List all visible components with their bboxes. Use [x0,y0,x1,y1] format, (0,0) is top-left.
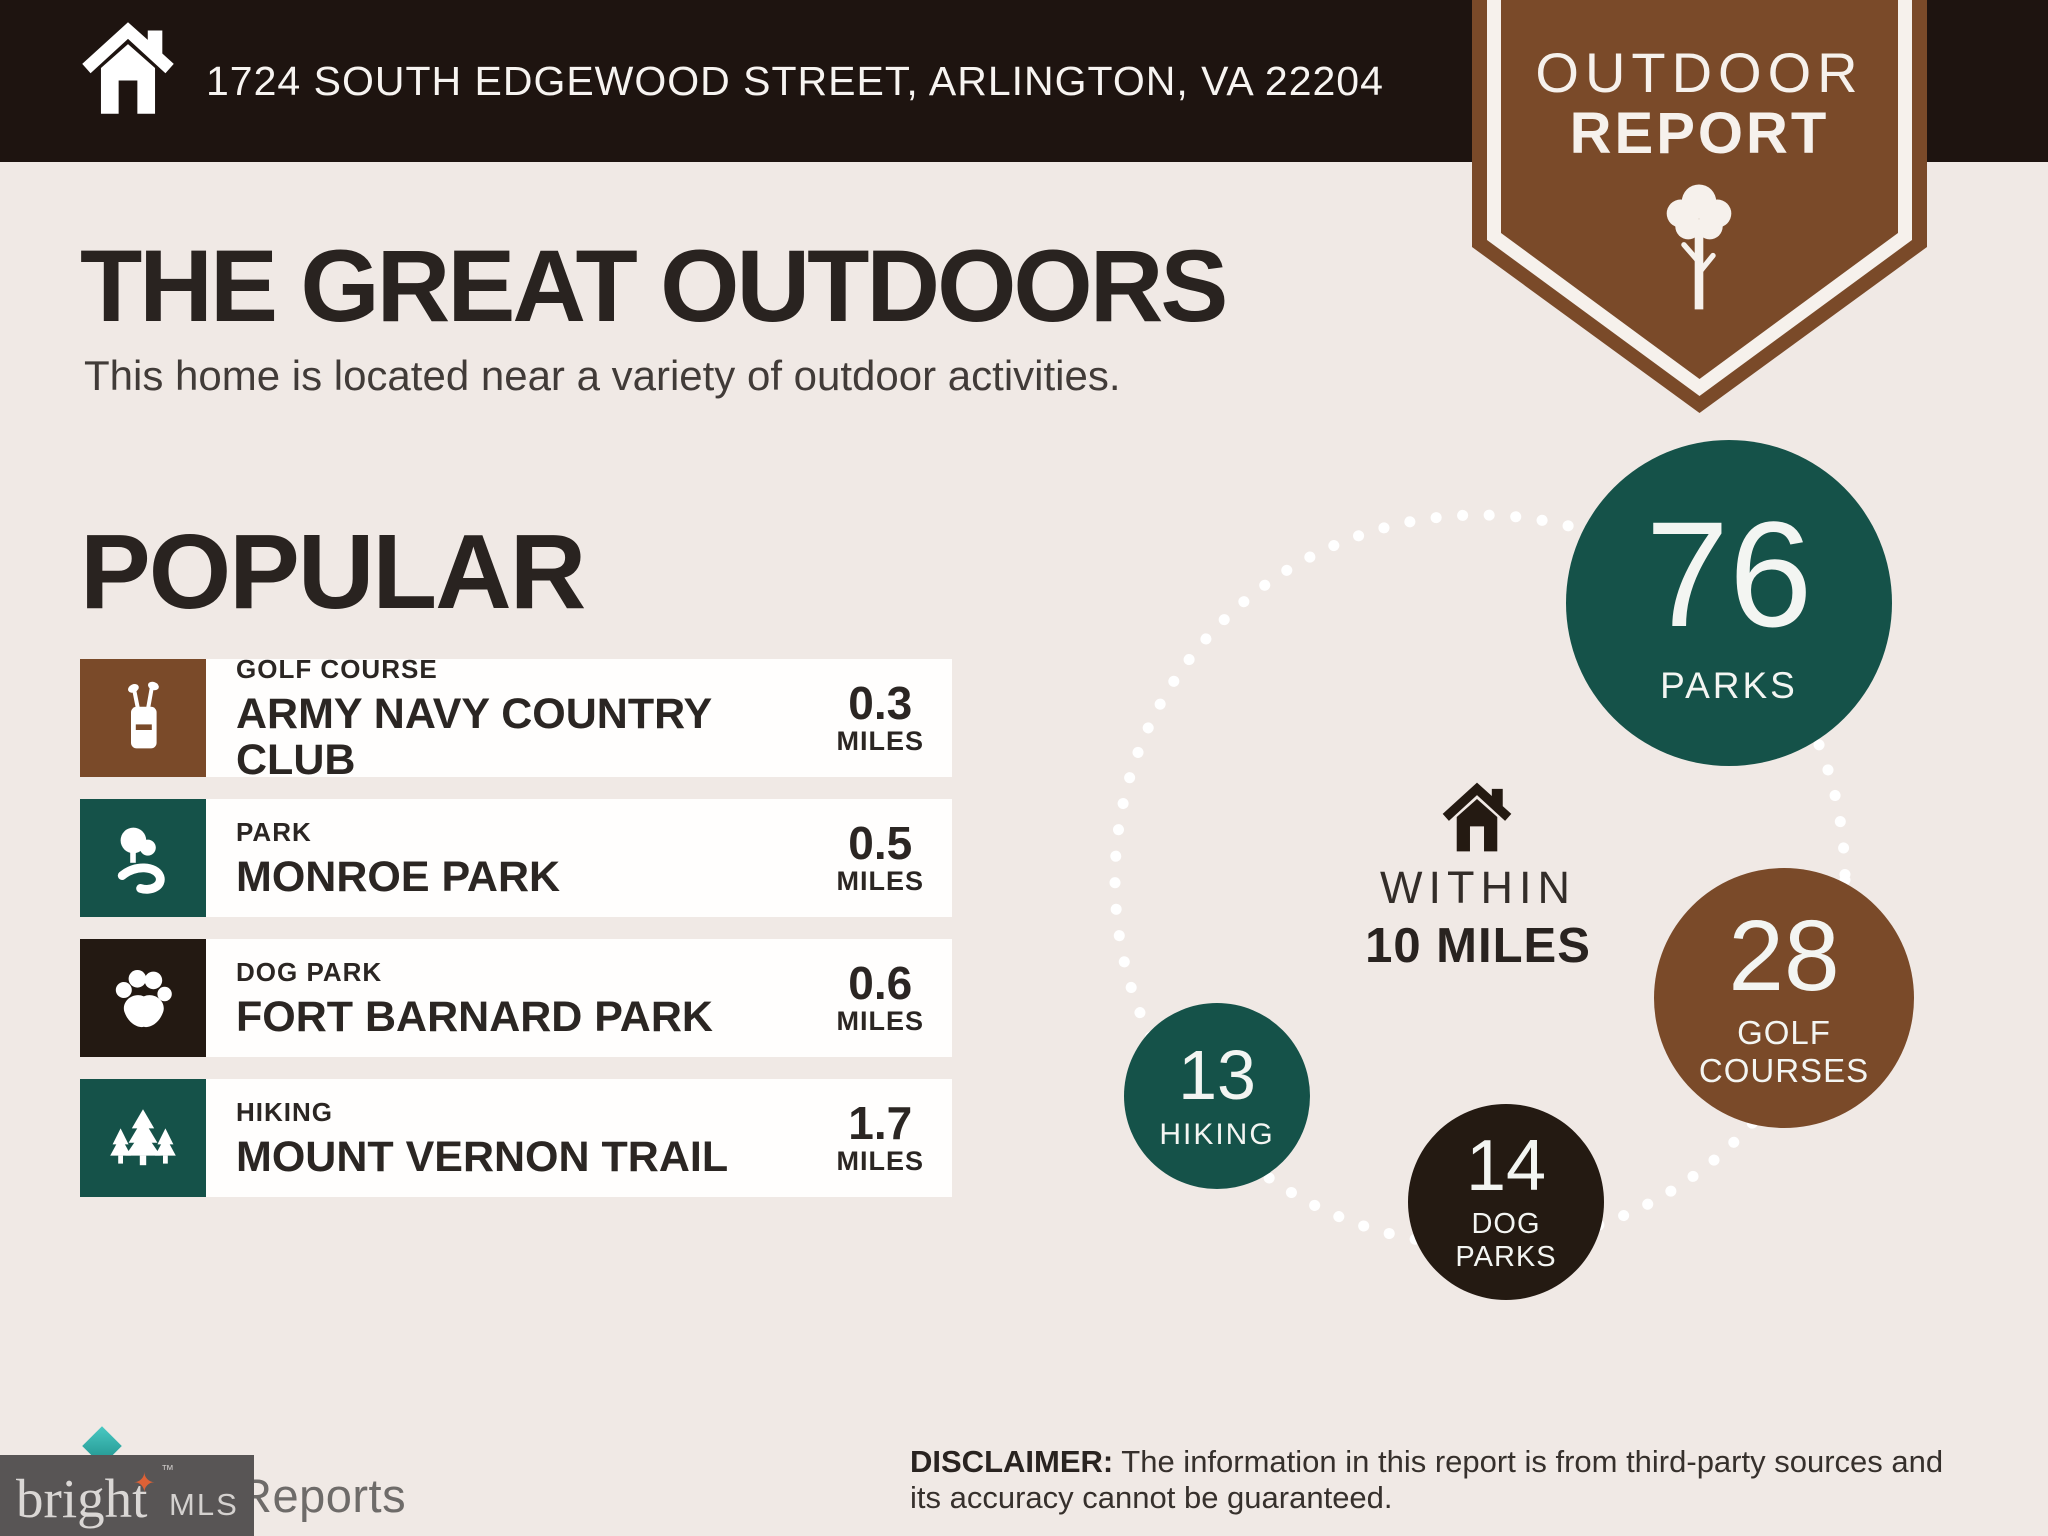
bright-wordmark: bright [16,1468,148,1529]
poi-distance: 0.6 MILES [836,960,952,1037]
distance-value: 0.6 [848,956,913,1009]
poi-category: DOG PARK [236,956,383,987]
property-address: 1724 SOUTH EDGEWOOD STREET, ARLINGTON, V… [206,57,1384,104]
distance-unit: MILES [836,865,924,896]
golf-label: GOLF COURSES [1699,1014,1869,1090]
poi-distance: 0.5 MILES [836,820,952,897]
bright-star-icon: ✦ [133,1468,156,1498]
badge-title-line1: OUTDOOR [1535,41,1864,104]
list-item-dog-park: DOG PARK FORT BARNARD PARK 0.6 MILES [80,939,952,1057]
distance-value: 0.5 [848,816,913,869]
house-icon [82,22,174,114]
golf-label-line2: COURSES [1698,1052,1870,1089]
poi-name: ARMY NAVY COUNTRY CLUB [236,689,712,778]
parks-count: 76 [1645,490,1813,658]
mls-wordmark: MLS [169,1487,239,1522]
poi-name: MOUNT VERNON TRAIL [236,1132,729,1181]
disclaimer-text: DISCLAIMER: The information in this repo… [910,1444,1980,1516]
disclaimer-label: DISCLAIMER: [910,1444,1114,1479]
poi-category: PARK [236,816,312,847]
parks-label: PARKS [1660,665,1798,706]
hiking-label: HIKING [1159,1118,1275,1151]
poi-text: GOLF COURSE ARMY NAVY COUNTRY CLUB [236,659,836,777]
bright-mls-logo: bright ✦ ™ MLS [0,1455,254,1536]
tree-icon [1666,184,1732,310]
dog-label-line2: PARKS [1455,1241,1557,1273]
poi-category: GOLF COURSE [236,659,438,684]
poi-text: PARK MONROE PARK [236,817,836,900]
park-tree-icon [80,799,206,917]
dog-parks-label: DOG PARKS [1455,1208,1556,1274]
popular-heading: POPULAR [80,513,586,631]
poi-name: FORT BARNARD PARK [236,992,713,1041]
stat-circle-hiking: 13 HIKING [1124,1003,1310,1189]
hiking-count: 13 [1178,1036,1256,1114]
list-item-park: PARK MONROE PARK 0.5 MILES [80,799,952,917]
dotted-radius-ring [1109,509,1851,1251]
dog-parks-count: 14 [1465,1126,1547,1206]
distance-value: 0.3 [848,676,913,729]
list-item-hiking: HIKING MOUNT VERNON TRAIL 1.7 MILES [80,1079,952,1197]
page-title: THE GREAT OUTDOORS [80,229,1228,343]
reports-logo-text: Reports [238,1469,407,1522]
home-location-icon [1442,782,1512,852]
distance-value: 1.7 [848,1096,913,1149]
within-radius-label: WITHIN 10 MILES [1317,862,1639,974]
golf-bag-icon [80,659,206,777]
within-distance: 10 MILES [1365,919,1591,973]
outdoor-report-badge: OUTDOOR REPORT [1472,0,1927,415]
within-word: WITHIN [1380,862,1576,913]
list-item-golf-course: GOLF COURSE ARMY NAVY COUNTRY CLUB 0.3 M… [80,659,952,777]
poi-text: HIKING MOUNT VERNON TRAIL [236,1097,836,1180]
stat-circle-golf-courses: 28 GOLF COURSES [1654,868,1914,1128]
distance-unit: MILES [836,1005,924,1036]
distance-unit: MILES [836,1145,924,1176]
stat-circle-parks: 76 PARKS [1566,440,1892,766]
disclaimer-body: The information in this report is from t… [910,1444,1944,1515]
poi-distance: 0.3 MILES [836,680,952,757]
paw-icon [80,939,206,1057]
poi-distance: 1.7 MILES [836,1100,952,1177]
dog-label-line1: DOG [1471,1208,1541,1240]
golf-label-line1: GOLF [1737,1014,1831,1051]
poi-name: MONROE PARK [236,852,561,901]
badge-title-line2: REPORT [1569,101,1830,166]
distance-unit: MILES [836,725,924,756]
pine-trees-icon [80,1079,206,1197]
trademark-symbol: ™ [161,1462,174,1477]
golf-count: 28 [1728,900,1840,1012]
poi-text: DOG PARK FORT BARNARD PARK [236,957,836,1040]
page-subtitle: This home is located near a variety of o… [84,352,1121,399]
stat-circle-dog-parks: 14 DOG PARKS [1408,1104,1604,1300]
poi-category: HIKING [236,1096,333,1127]
